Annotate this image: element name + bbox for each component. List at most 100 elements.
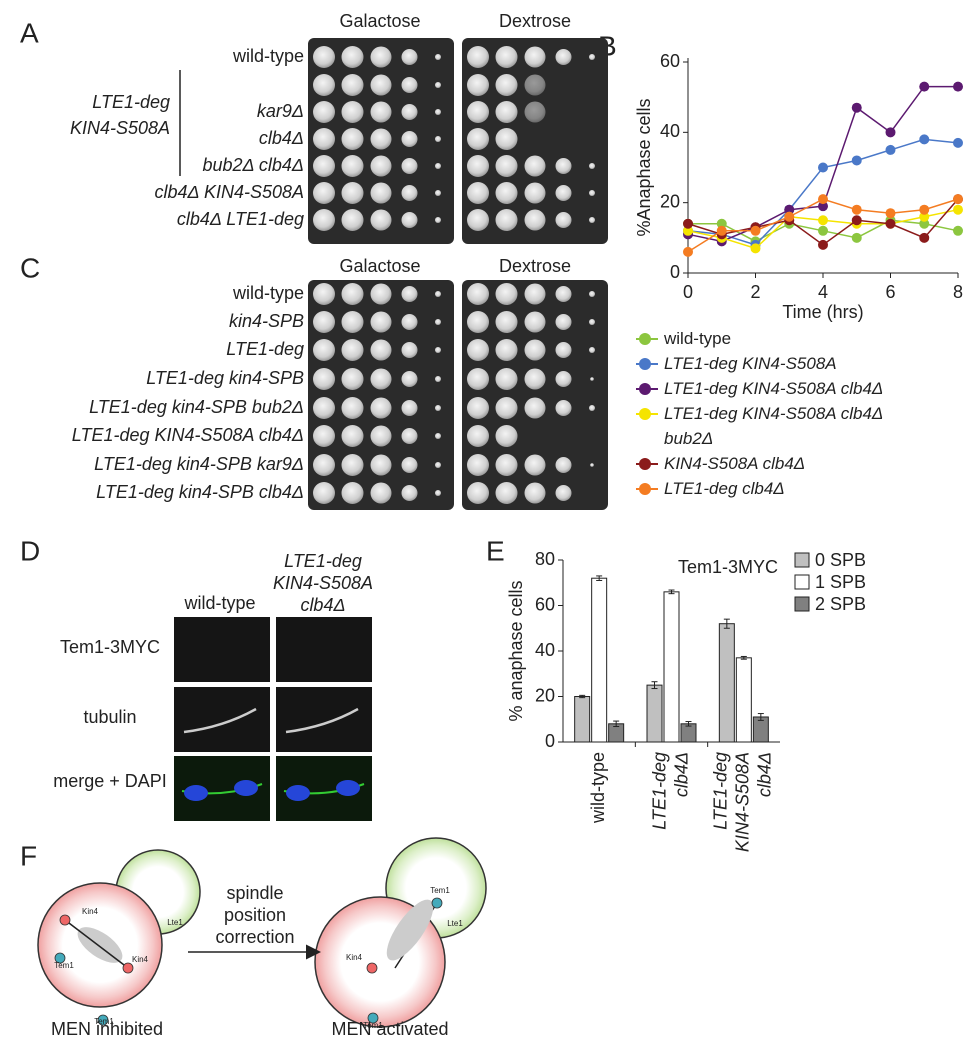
- strain-label: LTE1-deg KIN4-S508A clb4Δ: [72, 425, 304, 445]
- plate: [462, 280, 608, 510]
- colony-spot: [313, 482, 335, 504]
- colony-spot: [313, 311, 335, 333]
- colony-spot: [495, 482, 518, 504]
- colony-spot: [555, 212, 572, 228]
- micrograph: [174, 687, 270, 752]
- panel-letter: A: [20, 17, 39, 48]
- protein: [59, 914, 71, 926]
- strain-label: clb4Δ: [259, 128, 304, 148]
- colony-spot: [467, 74, 489, 96]
- colony-spot: [589, 190, 595, 196]
- error-bar: [613, 720, 620, 728]
- colony-spot: [435, 490, 441, 496]
- colony-spot: [313, 182, 335, 204]
- data-point: [885, 127, 896, 138]
- data-point: [919, 81, 930, 92]
- colony-spot: [467, 182, 489, 204]
- x-tick-label: wild-type: [588, 752, 608, 824]
- colony-spot: [401, 212, 418, 228]
- colony-spot: [341, 74, 364, 96]
- data-point: [953, 194, 963, 205]
- colony-spot: [313, 397, 335, 419]
- colony-spot: [435, 433, 441, 439]
- data-point: [851, 232, 862, 243]
- media-label: Dextrose: [499, 256, 571, 276]
- data-point: [716, 218, 727, 229]
- colony-spot: [495, 425, 518, 447]
- data-point: [919, 232, 930, 243]
- colony-spot: [313, 454, 335, 476]
- legend-label: LTE1-deg clb4Δ: [664, 479, 785, 498]
- column-label: wild-type: [183, 593, 255, 613]
- nucleus: [286, 785, 310, 801]
- colony-spot: [524, 454, 546, 476]
- nucleus: [336, 780, 360, 796]
- colony-spot: [495, 368, 518, 390]
- colony-spot: [370, 74, 392, 96]
- colony-spot: [313, 368, 335, 390]
- error-bar: [685, 721, 692, 727]
- colony-spot: [555, 371, 572, 387]
- row-label: Tem1-3MYC: [60, 637, 160, 657]
- x-tick-label: LTE1-deg: [649, 752, 669, 830]
- colony-spot: [524, 482, 546, 504]
- colony-spot: [341, 397, 364, 419]
- colony-spot: [589, 54, 595, 60]
- strain-label: KIN4-S508A: [70, 118, 170, 138]
- protein-label: Tem1: [94, 1017, 114, 1026]
- legend-entry: LTE1-deg clb4Δ: [636, 476, 936, 501]
- error-bar: [596, 575, 603, 581]
- data-point: [851, 215, 862, 226]
- colony-spot: [524, 368, 546, 390]
- colony-spot: [435, 405, 441, 411]
- legend-label: wild-type: [664, 329, 732, 348]
- colony-spot: [467, 46, 489, 68]
- colony-spot: [495, 397, 518, 419]
- colony-spot: [589, 163, 595, 169]
- bar: [574, 696, 591, 743]
- colony-spot: [401, 286, 418, 302]
- legend-dot: [639, 458, 651, 470]
- media-label: Galactose: [339, 256, 420, 276]
- legend-dot: [639, 383, 651, 395]
- protein-label: Tem1: [430, 886, 450, 895]
- data-point: [818, 215, 828, 226]
- data-point: [851, 102, 862, 113]
- micrograph: [276, 687, 372, 752]
- colony-spot: [401, 158, 418, 174]
- colony-spot: [435, 217, 441, 223]
- error-bar: [579, 694, 586, 699]
- panel-letter: E: [486, 535, 505, 566]
- colony-spot: [313, 128, 335, 150]
- spindle: [64, 919, 129, 969]
- legend-swatch: [794, 596, 810, 612]
- legend-label: LTE1-deg KIN4-S508A clb4Δ bub2Δ: [664, 404, 883, 448]
- annotation: Tem1-3MYC: [678, 557, 778, 577]
- colony-spot: [524, 182, 546, 204]
- legend-label: KIN4-S508A clb4Δ: [664, 454, 806, 473]
- data-point: [683, 246, 693, 257]
- legend-label: 0 SPB: [815, 550, 866, 570]
- colony-spot: [313, 155, 335, 177]
- data-point: [818, 239, 828, 250]
- strain-label: LTE1-deg: [92, 92, 170, 112]
- colony-spot: [341, 182, 364, 204]
- colony-spot: [467, 425, 489, 447]
- y-tick-label: 20: [535, 685, 555, 705]
- colony-spot: [589, 319, 595, 325]
- colony-spot: [370, 425, 392, 447]
- bar: [663, 591, 680, 743]
- colony-spot: [401, 371, 418, 387]
- strain-label: LTE1-deg kin4-SPB: [146, 368, 304, 388]
- strain-label: clb4Δ LTE1-deg: [177, 209, 304, 229]
- strain-label: LTE1-deg kin4-SPB bub2Δ: [89, 397, 304, 417]
- colony-spot: [341, 155, 364, 177]
- colony-spot: [467, 101, 489, 123]
- bar: [735, 657, 752, 743]
- microtubule: [183, 707, 257, 734]
- legend-label: 1 SPB: [815, 572, 866, 592]
- colony-spot: [401, 485, 418, 501]
- y-tick-label: 60: [535, 594, 555, 614]
- legend-dot: [639, 358, 651, 370]
- panel-letter: C: [20, 252, 40, 283]
